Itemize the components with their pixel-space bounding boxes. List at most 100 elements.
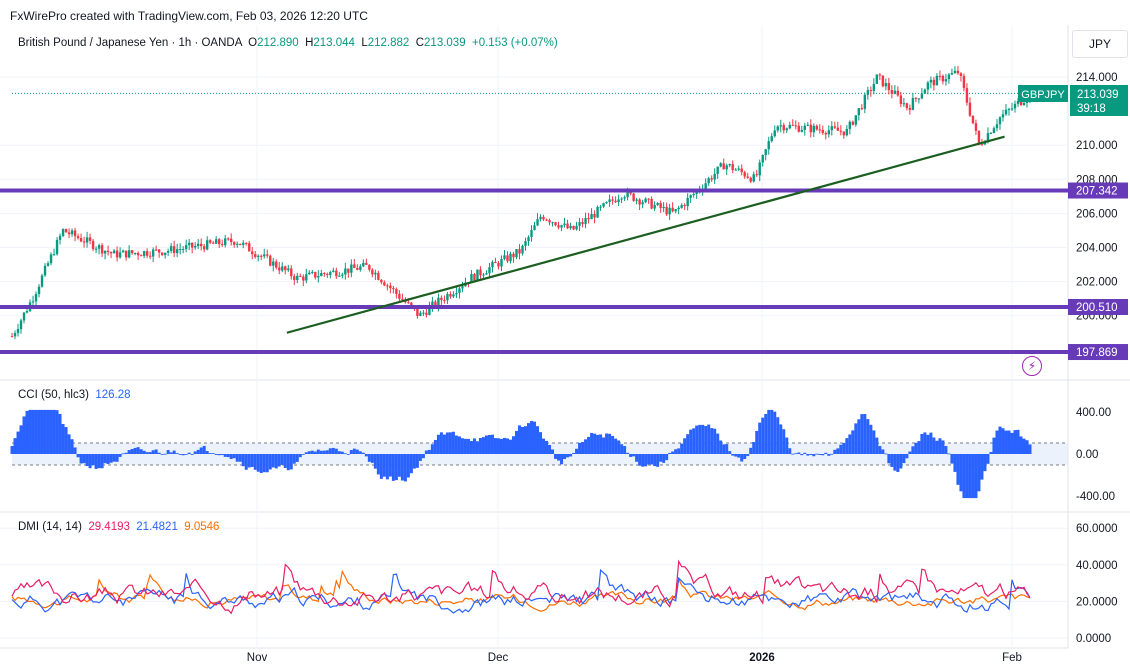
- candle-body: [290, 268, 293, 277]
- cci-bar: [151, 450, 155, 454]
- trendline[interactable]: [286, 135, 1005, 334]
- cci-bar: [220, 454, 224, 456]
- cci-bar: [863, 414, 867, 454]
- candle-body: [401, 298, 404, 300]
- cci-bar: [824, 452, 828, 454]
- dmi-plus-value: 29.4193: [88, 521, 130, 533]
- cci-bar: [193, 451, 197, 454]
- candle-body: [806, 124, 809, 126]
- candle-body: [61, 229, 65, 236]
- candle-body: [64, 229, 68, 233]
- cci-bar: [1010, 432, 1014, 454]
- cci-bar: [923, 432, 927, 454]
- price-tick-label: 204.000: [1076, 243, 1118, 255]
- candle-body: [52, 254, 56, 256]
- cci-bar: [421, 454, 425, 459]
- dmi-tick-label: 20.0000: [1076, 596, 1118, 608]
- cci-bar: [178, 454, 182, 455]
- cci-bar: [947, 453, 951, 455]
- candle-body: [620, 198, 623, 200]
- cci-bar: [704, 426, 708, 454]
- candle-body: [968, 102, 972, 116]
- candle-body: [112, 250, 116, 254]
- candle-body: [995, 124, 999, 129]
- symbol-tag-text: GBPJPY: [1021, 89, 1065, 101]
- cci-bar: [19, 425, 23, 454]
- cci-bar: [1028, 444, 1032, 454]
- cci-bar: [403, 454, 407, 482]
- cci-bar: [304, 452, 308, 454]
- symbol-tag-bg: [1018, 85, 1068, 102]
- candle-body: [428, 306, 431, 315]
- candle-body: [202, 246, 206, 250]
- candle-body: [647, 198, 650, 200]
- cci-bar: [746, 454, 750, 457]
- candle-body: [743, 172, 746, 177]
- lightning-alert-icon[interactable]: ⚡: [1022, 356, 1042, 376]
- time-tick-label: Feb: [1002, 652, 1022, 664]
- candle-body: [572, 225, 575, 230]
- dmi-legend[interactable]: DMI (14, 14) 29.4193 21.4821 9.0546: [18, 521, 219, 533]
- cci-bar: [214, 454, 218, 455]
- cci-pane[interactable]: 400.00 0.00 -400.00: [10, 407, 1116, 503]
- candle-body: [578, 222, 581, 226]
- cci-bar: [145, 452, 149, 454]
- candle-body: [106, 250, 110, 253]
- currency-button[interactable]: JPY: [1072, 30, 1128, 58]
- cci-bar: [689, 429, 693, 454]
- cci-bar: [992, 437, 996, 454]
- candle-body: [365, 262, 368, 265]
- cci-bar: [262, 454, 266, 473]
- candle-body: [866, 90, 870, 95]
- cci-bar: [695, 425, 699, 454]
- candle-body: [938, 75, 942, 77]
- cci-bar: [169, 452, 173, 454]
- cci-bar: [127, 450, 131, 454]
- candle-body: [761, 155, 764, 163]
- candle-body: [713, 173, 716, 180]
- cci-bar: [271, 454, 275, 468]
- cci-bar: [716, 433, 720, 454]
- cci-bar: [812, 454, 816, 457]
- candle-body: [230, 238, 233, 243]
- cci-bar: [986, 454, 990, 464]
- symbol-name[interactable]: British Pound / Japanese Yen · 1h · OAND…: [18, 37, 242, 49]
- candle-body: [851, 121, 855, 125]
- horizontal-levels[interactable]: 207.342 200.510 197.869: [0, 182, 1128, 361]
- cci-bar: [641, 454, 645, 467]
- cci-bar: [953, 454, 957, 472]
- cci-bar: [517, 425, 521, 454]
- cci-bar: [163, 453, 167, 455]
- cci-legend[interactable]: CCI (50, hlc3) 126.28: [18, 389, 131, 401]
- candle-body: [833, 126, 837, 128]
- candle-body: [560, 225, 563, 228]
- candlestick-series[interactable]: [10, 66, 1032, 340]
- cci-bar: [259, 454, 263, 473]
- candle-body: [470, 274, 473, 283]
- candle-body: [839, 130, 843, 132]
- cci-bar: [196, 449, 200, 454]
- candle-body: [569, 225, 572, 229]
- cci-bar: [869, 424, 873, 454]
- candle-body: [19, 320, 23, 330]
- candle-body: [659, 202, 662, 209]
- dmi-tick-label: 0.0000: [1076, 633, 1111, 645]
- cci-bar: [478, 438, 482, 454]
- cci-bar: [475, 441, 479, 454]
- cci-tick-label: -400.00: [1076, 491, 1115, 503]
- candle-body: [533, 225, 536, 231]
- cci-bar: [881, 449, 885, 454]
- cci-bar: [58, 413, 62, 454]
- candle-body: [773, 130, 776, 137]
- candle-body: [374, 272, 377, 275]
- cci-bar: [524, 426, 528, 454]
- candle-body: [785, 128, 788, 131]
- dmi-pane[interactable]: 60.0000 40.0000 20.0000 0.0000: [0, 523, 1118, 645]
- cci-bar: [671, 451, 675, 454]
- candle-body: [347, 268, 350, 273]
- candle-body: [299, 275, 302, 277]
- cci-bar: [409, 454, 413, 474]
- cci-bar: [16, 431, 20, 454]
- candle-body: [82, 241, 86, 243]
